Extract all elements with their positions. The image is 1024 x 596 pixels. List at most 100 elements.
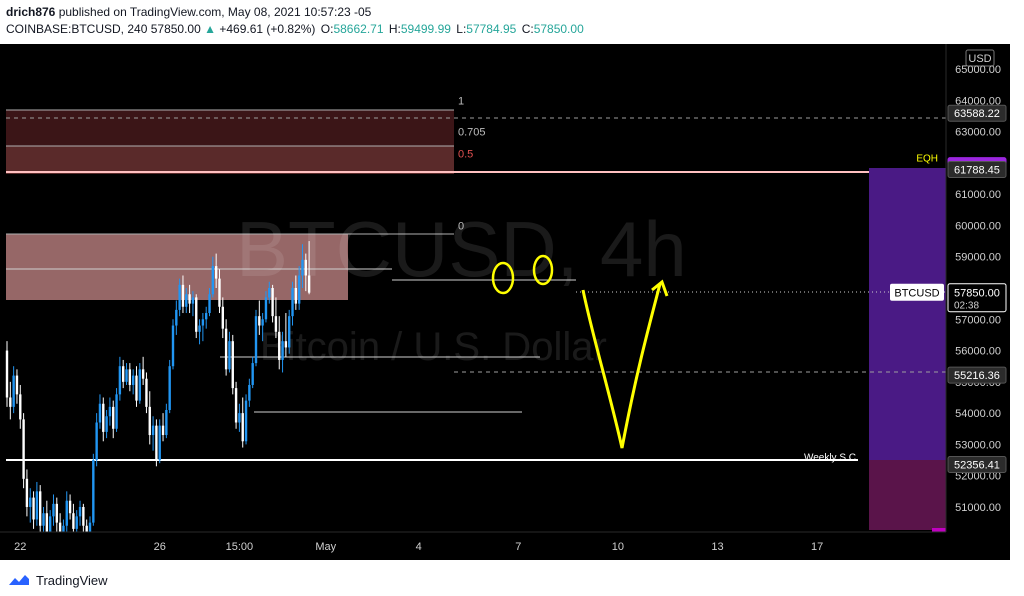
candle-body [65, 500, 68, 526]
y-tick-label: 52000.00 [955, 471, 1001, 483]
circle-annotation-2 [532, 254, 554, 286]
symbol-tag: BTCUSD [894, 288, 939, 300]
candle-body [208, 294, 211, 314]
price-label-box [947, 160, 1007, 178]
footer: TradingView [0, 562, 1024, 596]
symbol-tag-box [890, 283, 944, 301]
candle-body [151, 425, 155, 436]
hand-annotations [491, 254, 669, 449]
y-tick-label: 51000.00 [955, 502, 1001, 514]
candle-body [55, 503, 58, 523]
candle-body [288, 316, 291, 348]
candle-body [231, 341, 234, 389]
x-tick-label: 4 [416, 541, 422, 553]
author-name[interactable]: drich876 [6, 5, 56, 19]
x-tick-label: May [315, 541, 336, 553]
candle-body [258, 316, 261, 326]
x-tick-label: 13 [711, 541, 723, 553]
candle-body [141, 369, 145, 379]
candle-body [191, 297, 195, 304]
candle-body [135, 375, 138, 401]
candle-body [234, 388, 238, 423]
candle-body [165, 410, 168, 436]
y-tick-label: 63000.00 [955, 127, 1001, 139]
candle-body [241, 413, 244, 442]
price-label-box [947, 366, 1007, 384]
price-label: 61788.45 [954, 164, 1000, 176]
watermark-symbol: BTCUSD, 4h [236, 205, 687, 293]
candle-body [281, 341, 284, 360]
bar-countdown: 02:38 [954, 301, 979, 312]
current-price-box [947, 283, 1007, 313]
candle-body [261, 319, 264, 326]
open-value: 58662.71 [333, 22, 384, 36]
candle-body [92, 460, 95, 523]
candle-body [185, 294, 188, 307]
watermark-name: Bitcoin / U.S. Dollar [260, 325, 607, 369]
candle-body [238, 413, 241, 423]
candle-body [278, 331, 281, 360]
y-tick-label: 57000.00 [955, 314, 1001, 326]
ohlc-line: COINBASE:BTCUSD, 240 57850.00 ▲ +469.61 … [6, 22, 584, 36]
candle-body [98, 403, 102, 423]
candle-body [112, 406, 115, 429]
candle-body [175, 309, 178, 326]
price-chart[interactable]: BTCUSD, 4h Bitcoin / U.S. Dollar 1 0.705 0… [0, 44, 1010, 560]
candle-body [205, 313, 208, 320]
low-label: L: [456, 22, 467, 36]
purple-zone [869, 168, 946, 460]
circle-annotation-1 [491, 261, 515, 295]
supply-zone-top [6, 110, 454, 146]
candle-body [188, 294, 191, 304]
candle-body [161, 425, 165, 436]
level-annotation-text: Weekly S.C [804, 453, 856, 464]
level-annotations: EQH Weekly S.C [804, 154, 938, 464]
candle-body [122, 366, 125, 382]
candle-body [155, 425, 158, 461]
candle-body [108, 406, 112, 417]
y-tick-label: 65000.00 [955, 64, 1001, 76]
candle-body [244, 400, 248, 442]
candle-body [125, 369, 128, 382]
candle-body [221, 306, 224, 329]
candle-body [62, 525, 65, 536]
tradingview-logo[interactable]: TradingView [8, 570, 108, 590]
candle-body [75, 516, 78, 529]
price-label: 52356.41 [954, 460, 1000, 472]
projection-path [581, 283, 662, 449]
publish-info: published on TradingView.com, May 08, 20… [58, 5, 372, 19]
x-tick-label: 15:00 [226, 541, 254, 553]
candle-body [52, 503, 55, 517]
price-label-box [947, 104, 1007, 122]
candle-body [118, 366, 122, 395]
currency-badge[interactable] [965, 49, 995, 67]
candle-body [5, 350, 9, 398]
y-tick-label: 53000.00 [955, 439, 1001, 451]
change-arrow-icon: ▲ [204, 22, 217, 36]
high-label: H: [388, 22, 401, 36]
candle-body [195, 297, 198, 332]
candle-body [29, 497, 32, 507]
time-axis[interactable] [0, 532, 946, 560]
y-tick-label: 56000.00 [955, 346, 1001, 358]
candle-body [95, 422, 98, 461]
demand-zone [6, 234, 348, 300]
last-price: 57850.00 [150, 22, 201, 36]
x-tick-label: 17 [811, 541, 823, 553]
price-label: 55216.36 [954, 370, 1000, 382]
candle-body [301, 259, 304, 276]
candle-body [171, 325, 175, 367]
fib-level-label: 0.5 [458, 148, 473, 160]
candle-body [12, 375, 15, 407]
candle-body [307, 275, 311, 293]
candle-body [105, 416, 108, 432]
candle-body [181, 284, 185, 307]
candle-body [102, 403, 105, 432]
candle-body [128, 369, 132, 385]
candle-body [148, 406, 151, 436]
chart-area[interactable]: BTCUSD, 4h Bitcoin / U.S. Dollar 1 0.705 0… [0, 44, 1010, 560]
current-price-label: 57850.00 [954, 288, 1000, 300]
price-label: 63588.22 [954, 108, 1000, 120]
candle-body [251, 363, 254, 385]
projection-arrow-icon [651, 279, 669, 297]
